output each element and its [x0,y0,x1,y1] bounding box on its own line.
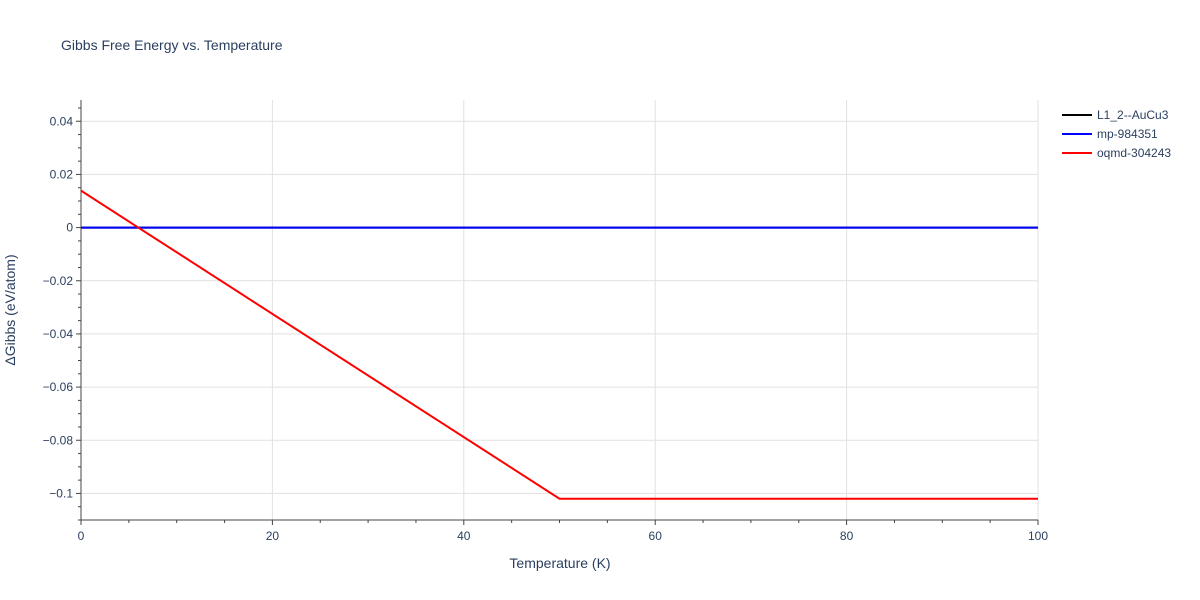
legend-item-mp-984351[interactable]: mp-984351 [1062,127,1158,141]
series-lines [80,189,1038,500]
legend-item-oqmd-304243[interactable]: oqmd-304243 [1062,146,1171,160]
axes [80,100,1038,521]
y-tick-label: −0.04 [43,327,74,341]
x-tick-label: 40 [457,529,471,543]
x-tick-label: 20 [266,529,280,543]
legend-item-l1-2-aucu3[interactable]: L1_2--AuCu3 [1062,108,1169,122]
legend[interactable]: L1_2--AuCu3 mp-984351 oqmd-304243 [1062,108,1171,160]
chart-title: Gibbs Free Energy vs. Temperature [61,37,283,53]
x-tick-label: 0 [78,529,85,543]
legend-label: L1_2--AuCu3 [1097,108,1169,122]
y-tick-label: −0.08 [43,433,74,447]
series-line-oqmd-304243 [80,189,1038,500]
x-tick-label: 80 [840,529,854,543]
legend-label: oqmd-304243 [1097,146,1171,160]
y-tick-label: −0.02 [43,274,74,288]
y-axis-title: ΔGibbs (eV/atom) [2,254,18,365]
minor-ticks [76,107,1039,525]
y-tick-label: −0.1 [49,486,73,500]
tick-labels: 0 20 40 60 80 100 0.04 0.02 0 −0.02 −0.04 −0.06 −0.0… [43,114,1049,543]
y-tick-label: 0.04 [50,114,74,128]
legend-label: mp-984351 [1097,127,1158,141]
x-tick-label: 100 [1028,529,1048,543]
x-tick-label: 60 [649,529,663,543]
x-axis-title: Temperature (K) [509,555,610,571]
y-tick-label: 0.02 [50,167,74,181]
y-tick-label: 0 [66,221,73,235]
y-tick-label: −0.06 [43,380,74,394]
grid-lines [81,100,1039,520]
